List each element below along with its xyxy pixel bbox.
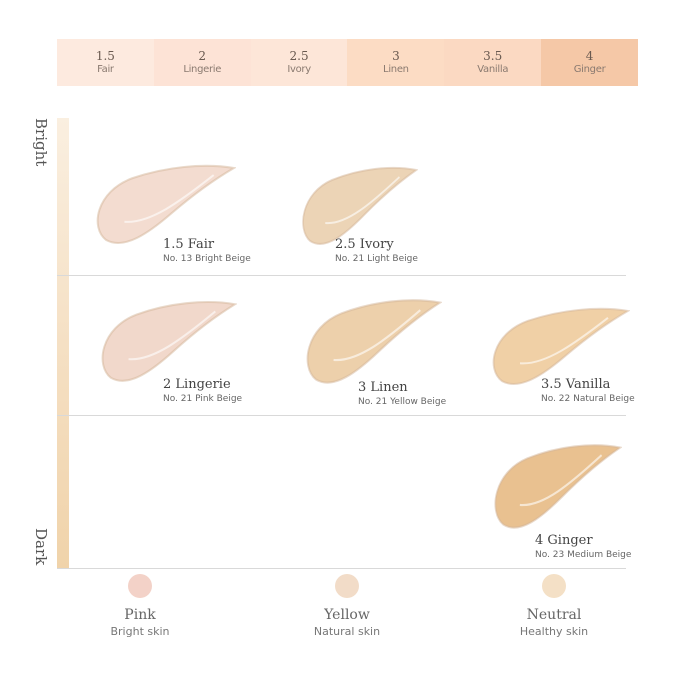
swatch-linen xyxy=(306,299,442,384)
swatch-label: 3.5 Vanilla No. 22 Natural Beige xyxy=(541,377,635,405)
undertone-dot xyxy=(542,574,566,598)
swatch-edge xyxy=(302,166,418,245)
swatch-smear xyxy=(307,300,441,383)
swatch-highlight xyxy=(325,176,400,225)
swatch-title: 1.5 Fair xyxy=(163,237,215,252)
swatch-edge xyxy=(96,164,236,245)
shade-name: Ginger xyxy=(573,64,606,75)
swatch-subtitle: No. 23 Medium Beige xyxy=(535,550,632,560)
undertone-title: Pink xyxy=(124,607,156,623)
swatch-highlight xyxy=(519,317,609,365)
shade-number: 2.5 xyxy=(289,49,309,63)
row-divider xyxy=(57,415,626,416)
shade-number: 4 xyxy=(585,49,594,63)
shade-cell: 1.5 Fair xyxy=(57,39,154,86)
shade-name: Lingerie xyxy=(183,64,222,75)
swatch-subtitle: No. 22 Natural Beige xyxy=(541,394,635,404)
swatch-edge xyxy=(492,307,630,385)
shade-name: Ivory xyxy=(287,64,311,75)
shade-cell: 2 Lingerie xyxy=(153,39,251,86)
swatch-lingerie xyxy=(101,301,237,382)
undertone-title: Yellow xyxy=(324,607,370,623)
shade-name: Fair xyxy=(97,64,114,75)
swatch-title: 3 Linen xyxy=(358,380,408,395)
shade-number: 2 xyxy=(198,49,207,63)
swatch-ginger xyxy=(494,444,622,529)
undertone-subtitle: Bright skin xyxy=(110,625,170,638)
swatch-smear xyxy=(493,308,628,385)
undertone-pink: Pink Bright skin xyxy=(80,574,200,639)
row-divider xyxy=(57,568,626,569)
swatch-smear xyxy=(303,167,417,244)
shade-name: Linen xyxy=(383,64,409,75)
swatch-smear xyxy=(102,302,236,381)
swatch-ivory xyxy=(302,166,418,245)
shade-number: 1.5 xyxy=(95,49,115,63)
swatch-highlight xyxy=(124,174,215,223)
swatch-label: 2.5 Ivory No. 21 Light Beige xyxy=(335,237,418,265)
shade-bar: 1.5 Fair 2 Lingerie 2.5 Ivory 3 Linen 3.5 Van… xyxy=(57,39,638,86)
undertone-neutral: Neutral Healthy skin xyxy=(494,574,614,639)
undertone-dot xyxy=(128,574,152,598)
undertone-dot xyxy=(335,574,359,598)
swatch-smear xyxy=(495,445,621,528)
shade-cell: 4 Ginger xyxy=(541,39,638,86)
undertone-subtitle: Healthy skin xyxy=(519,625,589,638)
swatch-title: 2 Lingerie xyxy=(163,377,231,392)
shade-number: 3 xyxy=(392,49,400,63)
swatch-title: 4 Ginger xyxy=(535,533,593,548)
shade-cell: 3.5 Vanilla xyxy=(444,39,542,86)
shade-number: 3.5 xyxy=(483,49,503,63)
swatch-subtitle: No. 21 Light Beige xyxy=(335,254,418,264)
brightness-scale-bar xyxy=(57,118,69,569)
swatch-fair xyxy=(96,164,236,245)
dark-label: Dark xyxy=(32,528,50,566)
swatch-highlight xyxy=(333,309,421,362)
swatch-smear xyxy=(97,165,234,244)
shade-cell: 3 Linen xyxy=(347,39,445,86)
swatch-title: 2.5 Ivory xyxy=(335,237,394,252)
swatch-vanilla xyxy=(492,307,630,385)
shade-name: Vanilla xyxy=(477,64,509,75)
undertone-title: Neutral xyxy=(526,607,582,623)
row-divider xyxy=(57,275,626,276)
swatch-label: 2 Lingerie No. 21 Pink Beige xyxy=(163,377,242,405)
undertone-subtitle: Natural skin xyxy=(313,625,381,638)
swatch-label: 1.5 Fair No. 13 Bright Beige xyxy=(163,237,251,265)
swatch-subtitle: No. 13 Bright Beige xyxy=(163,254,251,264)
swatch-edge xyxy=(306,299,442,384)
shade-cell: 2.5 Ivory xyxy=(250,39,348,86)
swatch-subtitle: No. 21 Yellow Beige xyxy=(358,397,447,407)
swatch-label: 4 Ginger No. 23 Medium Beige xyxy=(535,533,631,561)
bright-label: Bright xyxy=(32,118,50,167)
swatch-title: 3.5 Vanilla xyxy=(541,377,611,392)
swatch-subtitle: No. 21 Pink Beige xyxy=(163,394,243,404)
swatch-label: 3 Linen No. 21 Yellow Beige xyxy=(358,380,446,408)
swatch-highlight xyxy=(519,454,603,507)
swatch-edge xyxy=(494,444,622,529)
swatch-edge xyxy=(101,301,237,382)
undertone-yellow: Yellow Natural skin xyxy=(287,574,407,639)
swatch-highlight xyxy=(128,310,216,361)
